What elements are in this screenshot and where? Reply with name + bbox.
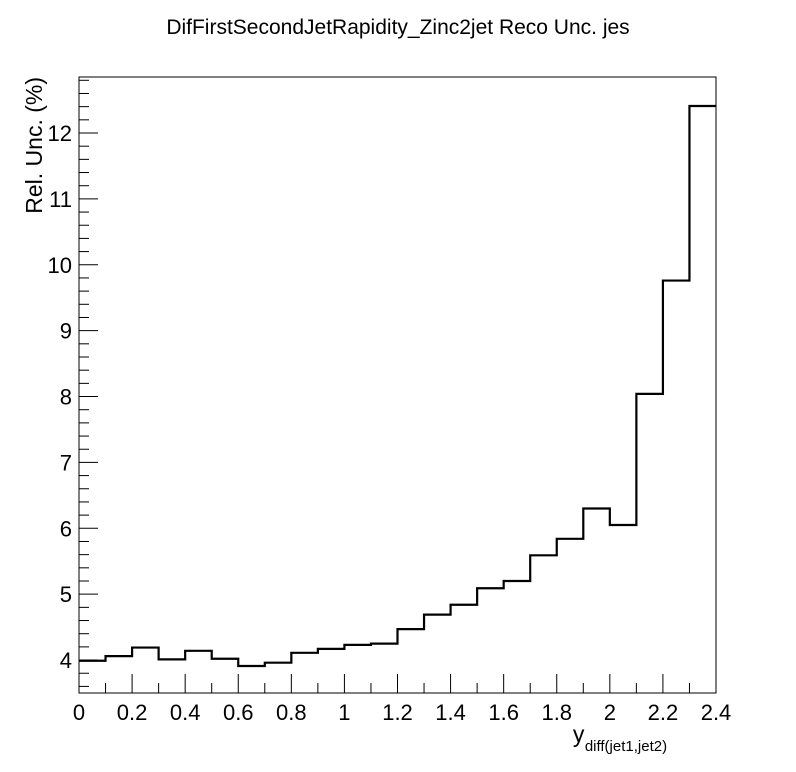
x-tick-label: 0.4	[170, 700, 201, 725]
y-tick-label: 6	[60, 516, 72, 541]
x-tick-label: 1.6	[488, 700, 519, 725]
y-tick-label: 9	[60, 319, 72, 344]
y-tick-label: 11	[49, 187, 72, 212]
y-axis-label: Rel. Unc. (%)	[21, 77, 47, 214]
x-tick-label: 2.4	[701, 700, 732, 725]
x-tick-label: 0.2	[117, 700, 148, 725]
x-axis-label: y diff(jet1,jet2)	[573, 721, 667, 755]
x-tick-label: 0.8	[276, 700, 307, 725]
x-tick-label: 2	[604, 700, 616, 725]
y-tick-label: 5	[60, 582, 72, 607]
x-tick-label: 1.8	[541, 700, 572, 725]
histogram-series-line	[79, 104, 716, 668]
y-tick-label: 4	[60, 648, 72, 673]
x-axis-label-main: y	[573, 721, 585, 747]
plot-frame	[78, 76, 717, 694]
y-tick-label: 10	[48, 253, 72, 278]
x-tick-label: 1.4	[435, 700, 466, 725]
x-axis-label-subscript: diff(jet1,jet2)	[585, 738, 667, 755]
x-tick-label: 1.2	[382, 700, 413, 725]
chart-title: DifFirstSecondJetRapidity_Zinc2jet Reco …	[166, 16, 629, 39]
x-tick-label: 1	[338, 700, 350, 725]
y-tick-label: 12	[48, 121, 72, 146]
x-tick-label: 2.2	[648, 700, 679, 725]
x-tick-label: 0	[73, 700, 85, 725]
y-tick-label: 8	[60, 385, 72, 410]
x-tick-label: 0.6	[223, 700, 254, 725]
y-tick-label: 7	[60, 450, 72, 475]
